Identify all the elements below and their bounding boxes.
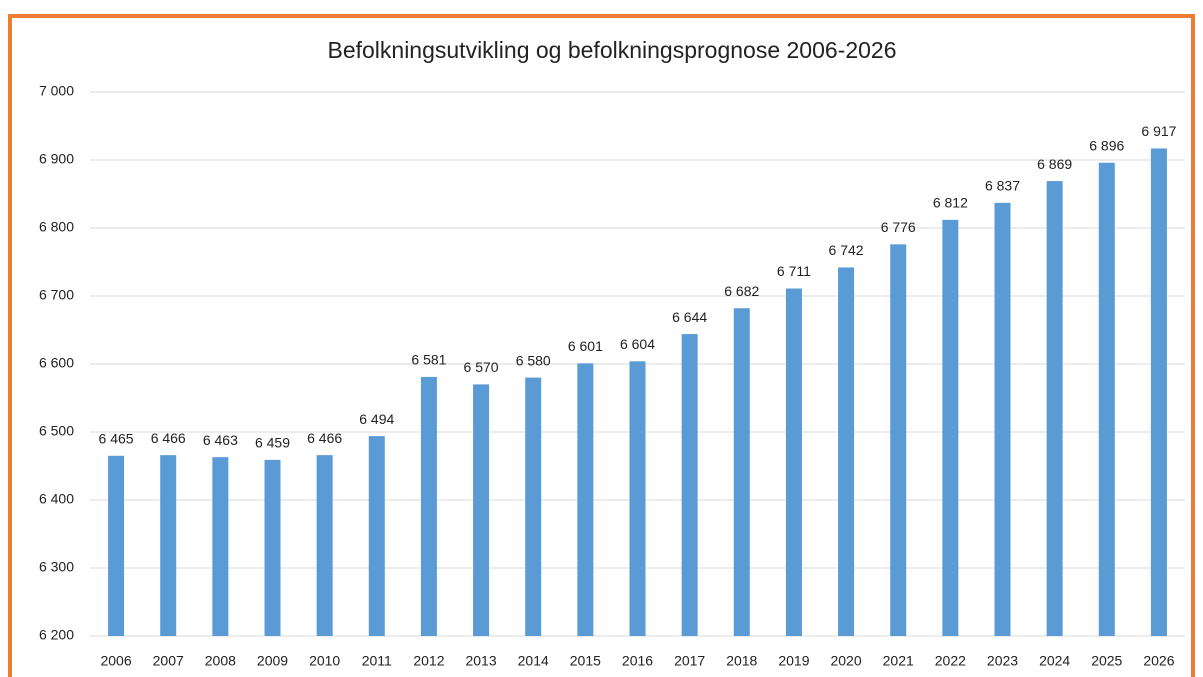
bar <box>473 384 490 636</box>
y-tick-label: 6 600 <box>39 355 74 371</box>
x-tick-label: 2007 <box>153 653 184 669</box>
x-tick-label: 2021 <box>883 653 914 669</box>
value-label: 6 494 <box>359 411 394 427</box>
y-tick-label: 6 300 <box>39 559 74 575</box>
value-label: 6 604 <box>620 336 655 352</box>
value-label: 6 570 <box>464 359 499 375</box>
y-tick-label: 7 000 <box>39 83 74 99</box>
bar <box>108 455 125 636</box>
x-tick-label: 2018 <box>726 653 757 669</box>
value-label: 6 466 <box>307 430 342 446</box>
value-label: 6 869 <box>1037 156 1072 172</box>
bar <box>212 457 229 636</box>
value-label: 6 459 <box>255 435 290 451</box>
y-tick-label: 6 200 <box>39 627 74 643</box>
y-tick-label: 6 900 <box>39 151 74 167</box>
y-tick-label: 6 400 <box>39 491 74 507</box>
x-tick-label: 2016 <box>622 653 653 669</box>
value-label: 6 812 <box>933 195 968 211</box>
bar <box>890 244 907 636</box>
bar <box>264 459 281 636</box>
x-tick-label: 2015 <box>570 653 601 669</box>
value-label: 6 682 <box>724 283 759 299</box>
bar <box>942 219 959 636</box>
chart-title: Befolkningsutvikling og befolkningsprogn… <box>327 37 896 63</box>
x-tick-label: 2006 <box>100 653 131 669</box>
value-label: 6 711 <box>777 263 811 279</box>
value-label: 6 776 <box>881 219 916 235</box>
value-label: 6 896 <box>1089 137 1124 153</box>
x-tick-label: 2019 <box>778 653 809 669</box>
x-tick-label: 2026 <box>1143 653 1174 669</box>
bar <box>994 202 1011 636</box>
value-label: 6 601 <box>568 338 603 354</box>
value-label: 6 466 <box>151 430 186 446</box>
bar <box>1046 181 1063 636</box>
bar <box>1098 162 1115 636</box>
value-label: 6 580 <box>516 352 551 368</box>
bar <box>629 361 646 636</box>
value-label: 6 465 <box>99 431 134 447</box>
bar <box>316 455 333 636</box>
bar <box>838 267 855 636</box>
bar <box>368 436 385 636</box>
value-label: 6 837 <box>985 178 1020 194</box>
value-label: 6 742 <box>829 242 864 258</box>
y-tick-label: 6 700 <box>39 287 74 303</box>
value-label: 6 463 <box>203 432 238 448</box>
x-tick-label: 2014 <box>518 653 549 669</box>
x-tick-label: 2025 <box>1091 653 1122 669</box>
frame <box>8 14 1195 677</box>
bar <box>681 334 698 636</box>
value-label: 6 581 <box>411 352 446 368</box>
y-tick-label: 6 500 <box>39 423 74 439</box>
bar <box>785 288 802 636</box>
x-tick-label: 2010 <box>309 653 340 669</box>
value-label: 6 917 <box>1141 123 1176 139</box>
bar <box>160 455 177 636</box>
bar <box>525 377 542 636</box>
x-tick-label: 2011 <box>362 653 392 669</box>
bar <box>577 363 594 636</box>
x-tick-label: 2024 <box>1039 653 1070 669</box>
x-tick-label: 2020 <box>830 653 861 669</box>
x-tick-label: 2022 <box>935 653 966 669</box>
x-tick-label: 2023 <box>987 653 1018 669</box>
bar <box>420 376 437 636</box>
bar <box>733 308 750 636</box>
bar <box>1150 148 1167 636</box>
x-tick-label: 2012 <box>413 653 444 669</box>
value-label: 6 644 <box>672 309 707 325</box>
x-tick-label: 2013 <box>465 653 496 669</box>
x-tick-label: 2009 <box>257 653 288 669</box>
x-tick-label: 2017 <box>674 653 705 669</box>
y-tick-label: 6 800 <box>39 219 74 235</box>
x-tick-label: 2008 <box>205 653 236 669</box>
